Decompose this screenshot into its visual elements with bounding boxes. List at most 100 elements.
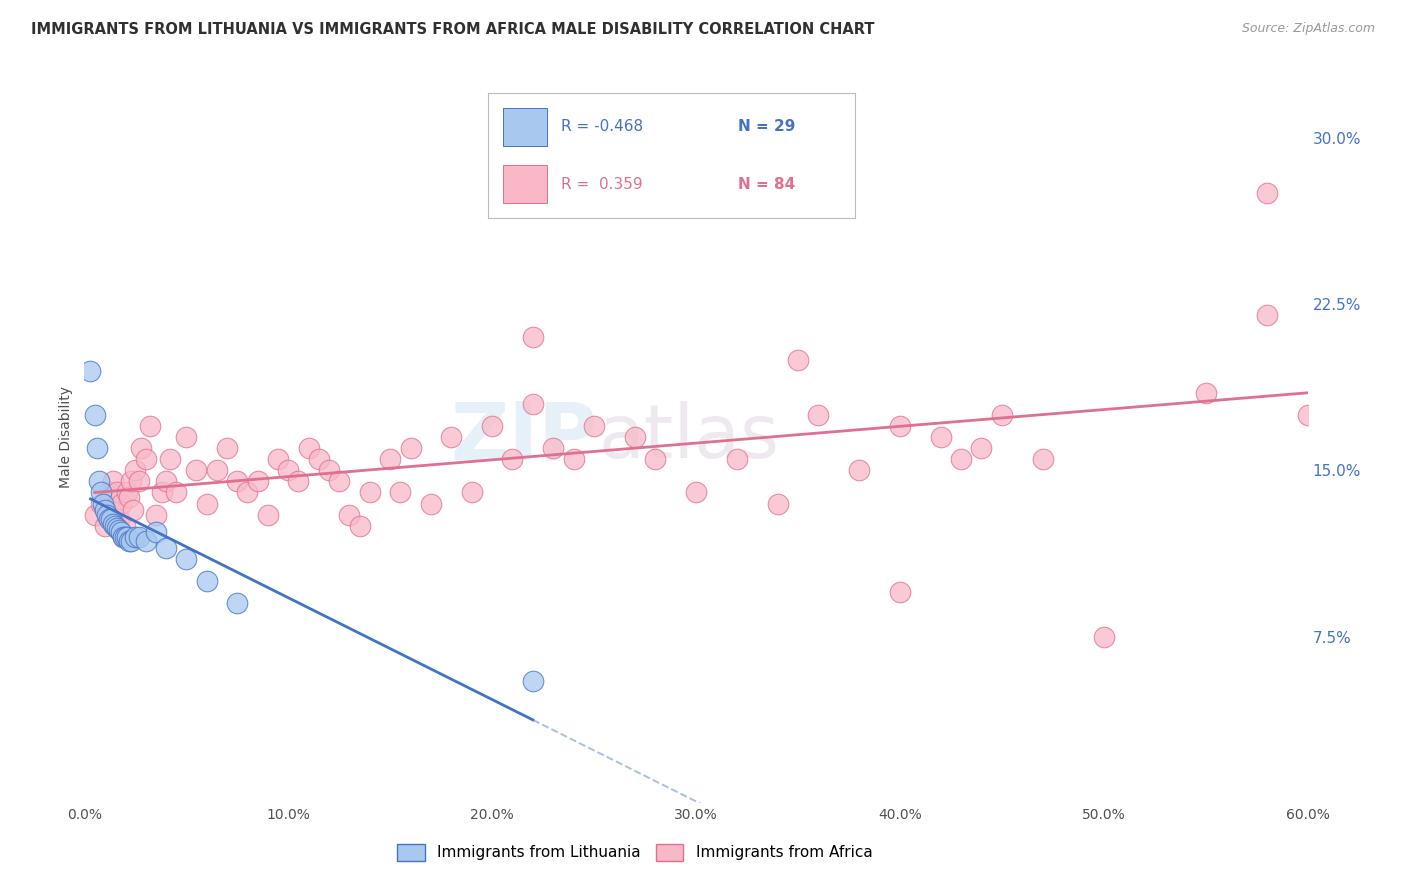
Point [725,452,748,467]
Point [135,534,157,549]
Point [318,463,340,477]
Point [97,512,120,526]
Point [91,497,114,511]
Point [105,521,128,535]
Point [277,463,299,477]
Point [889,585,911,599]
Point [807,408,830,422]
Point [112,530,135,544]
Point [298,441,321,455]
Point [93,503,115,517]
Point [685,485,707,500]
Point [522,397,544,411]
Point [110,525,132,540]
Text: Source: ZipAtlas.com: Source: ZipAtlas.com [1241,22,1375,36]
Point [174,552,197,566]
Point [101,475,124,489]
Point [122,503,145,517]
Text: atlas: atlas [598,401,779,474]
Point [1032,452,1054,467]
Point [1092,630,1115,644]
Point [83,408,105,422]
Point [159,452,181,467]
Point [267,452,290,467]
Point [195,574,218,589]
Point [86,441,108,455]
Point [236,485,259,500]
Point [481,419,503,434]
Point [848,463,870,477]
Point [87,475,110,489]
Point [165,485,187,500]
Point [339,508,361,522]
Point [186,463,208,477]
Point [950,452,973,467]
Point [257,508,280,522]
Point [155,541,177,555]
Point [114,518,136,533]
Point [97,485,120,500]
Point [90,485,112,500]
Point [135,452,157,467]
Y-axis label: Male Disability: Male Disability [59,386,73,488]
Point [108,523,131,537]
Point [522,330,544,344]
Point [128,475,150,489]
Point [124,530,146,544]
Point [110,497,132,511]
Point [118,490,141,504]
Point [929,430,952,444]
Point [128,530,150,544]
Point [120,475,142,489]
Point [461,485,484,500]
Point [174,430,197,444]
Point [889,419,911,434]
Point [1256,186,1278,201]
Point [1256,308,1278,322]
Point [131,441,153,455]
Point [970,441,993,455]
Point [118,534,141,549]
Point [93,518,115,533]
Text: IMMIGRANTS FROM LITHUANIA VS IMMIGRANTS FROM AFRICA MALE DISABILITY CORRELATION : IMMIGRANTS FROM LITHUANIA VS IMMIGRANTS … [31,22,875,37]
Point [101,516,124,531]
Point [328,475,350,489]
Point [195,497,218,511]
Point [114,530,136,544]
Point [440,430,463,444]
Point [112,530,135,544]
Point [105,485,128,500]
Point [226,475,249,489]
Point [246,475,269,489]
Point [624,430,647,444]
Point [562,452,585,467]
Point [217,441,239,455]
Point [543,441,565,455]
Point [766,497,789,511]
Point [115,530,138,544]
Point [522,673,544,688]
Point [96,508,118,522]
Point [108,512,131,526]
Point [308,452,330,467]
Point [380,452,402,467]
Point [1296,408,1319,422]
Point [991,408,1014,422]
Point [100,490,122,504]
Point [104,518,127,533]
Point [787,352,810,367]
Point [389,485,412,500]
Point [145,508,167,522]
Point [644,452,666,467]
Point [583,419,606,434]
Point [124,463,146,477]
Point [205,463,228,477]
Point [100,512,122,526]
Point [115,485,138,500]
Point [145,525,167,540]
Point [120,534,142,549]
Point [79,363,101,377]
Point [138,419,160,434]
Point [104,503,127,517]
Point [226,596,249,610]
